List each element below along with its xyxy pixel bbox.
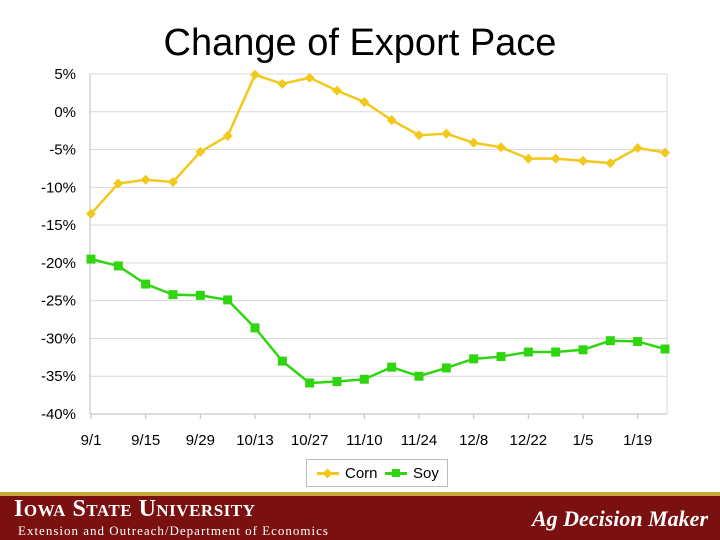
x-tick-label: 12/22	[510, 432, 548, 449]
data-point-soy	[250, 323, 260, 333]
data-point-soy	[113, 261, 123, 271]
y-tick-label: -35%	[41, 368, 76, 385]
data-point-soy	[633, 336, 643, 346]
data-point-corn	[86, 208, 96, 219]
legend-item-soy: Soy	[385, 465, 439, 482]
data-point-corn	[414, 130, 424, 141]
data-point-soy	[359, 374, 369, 384]
legend-swatch-corn	[317, 468, 339, 479]
data-point-corn	[468, 137, 479, 148]
legend-item-corn: Corn	[317, 465, 378, 482]
x-tick-label: 9/29	[186, 432, 215, 449]
x-tick-label: 9/1	[81, 432, 102, 449]
data-point-soy	[332, 377, 342, 387]
footer-accent-bar	[0, 492, 720, 496]
x-tick-label: 12/8	[459, 432, 488, 449]
x-tick-label: 9/15	[131, 432, 160, 449]
x-tick-label: 10/13	[236, 432, 274, 449]
data-point-soy	[660, 344, 670, 354]
y-tick-label: -15%	[41, 217, 76, 234]
data-point-soy	[223, 295, 233, 305]
footer-banner: Iowa State University Extension and Outr…	[0, 492, 720, 540]
data-point-soy	[441, 363, 451, 373]
y-tick-label: -10%	[41, 179, 76, 196]
line-chart: 5%0%-5%-10%-15%-20%-25%-30%-35%-40% 9/1 9…	[41, 66, 670, 449]
x-tick-label: 11/10	[346, 432, 382, 449]
x-tick-label: 11/24	[401, 432, 437, 449]
data-point-soy	[168, 290, 178, 300]
data-point-corn	[550, 153, 561, 164]
data-point-corn	[441, 128, 452, 139]
data-point-soy	[469, 354, 479, 364]
data-point-corn	[386, 115, 397, 126]
legend-label-corn: Corn	[345, 465, 378, 482]
series-line-soy	[90, 257, 666, 385]
data-point-corn	[605, 158, 616, 169]
data-point-soy	[551, 347, 561, 357]
legend-label-soy: Soy	[413, 465, 439, 482]
y-tick-label: -30%	[41, 330, 76, 347]
legend-swatch-soy	[385, 469, 407, 477]
data-point-corn	[277, 78, 288, 89]
data-point-soy	[578, 345, 588, 355]
data-point-corn	[140, 174, 151, 185]
y-tick-label: -40%	[41, 406, 76, 423]
data-point-soy	[387, 362, 397, 372]
data-point-corn	[359, 96, 370, 107]
gridlines	[90, 73, 667, 415]
axes	[89, 74, 668, 419]
data-point-corn	[660, 147, 670, 158]
data-point-soy	[605, 336, 615, 346]
x-tick-label: 10/27	[291, 432, 329, 449]
legend: Corn Soy	[306, 459, 448, 487]
data-point-corn	[523, 153, 534, 164]
data-point-soy	[496, 352, 506, 362]
x-tick-label: 1/5	[573, 432, 594, 449]
series	[86, 69, 670, 388]
department-text: Extension and Outreach/Department of Eco…	[18, 523, 329, 538]
y-tick-label: -5%	[49, 142, 76, 159]
y-tick-label: -25%	[41, 293, 76, 310]
data-point-soy	[277, 356, 287, 366]
data-point-corn	[332, 85, 342, 96]
y-tick-label: 5%	[54, 66, 76, 83]
data-point-soy	[195, 290, 205, 300]
data-point-corn	[496, 142, 506, 153]
data-point-soy	[141, 279, 151, 289]
data-point-corn	[632, 143, 643, 154]
chart-title: Change of Export Pace	[163, 22, 557, 64]
y-tick-label: 0%	[54, 104, 76, 121]
series-line-corn	[90, 73, 666, 215]
data-point-corn	[250, 69, 260, 80]
brand-logo-text: Ag Decision Maker	[532, 506, 708, 531]
data-point-soy	[414, 371, 424, 381]
y-tick-labels: 5% 0% -5% -10% -15% -20% -25% -30% -35% -40%	[41, 66, 76, 423]
data-point-corn	[168, 177, 178, 188]
x-tick-label: 1/19	[623, 432, 652, 449]
data-point-soy	[305, 378, 315, 388]
data-point-corn	[222, 130, 233, 141]
data-point-soy	[86, 254, 96, 264]
data-point-corn	[195, 146, 206, 157]
data-point-corn	[578, 155, 588, 166]
x-tick-labels: 9/1 9/15 9/29 10/13 10/27 11/10 11/24 12/8 12/22…	[81, 432, 653, 449]
university-logo-text: Iowa State University	[14, 496, 256, 522]
data-point-soy	[523, 347, 533, 357]
y-tick-label: -20%	[41, 255, 76, 272]
data-point-corn	[304, 72, 315, 83]
data-point-corn	[113, 178, 124, 189]
